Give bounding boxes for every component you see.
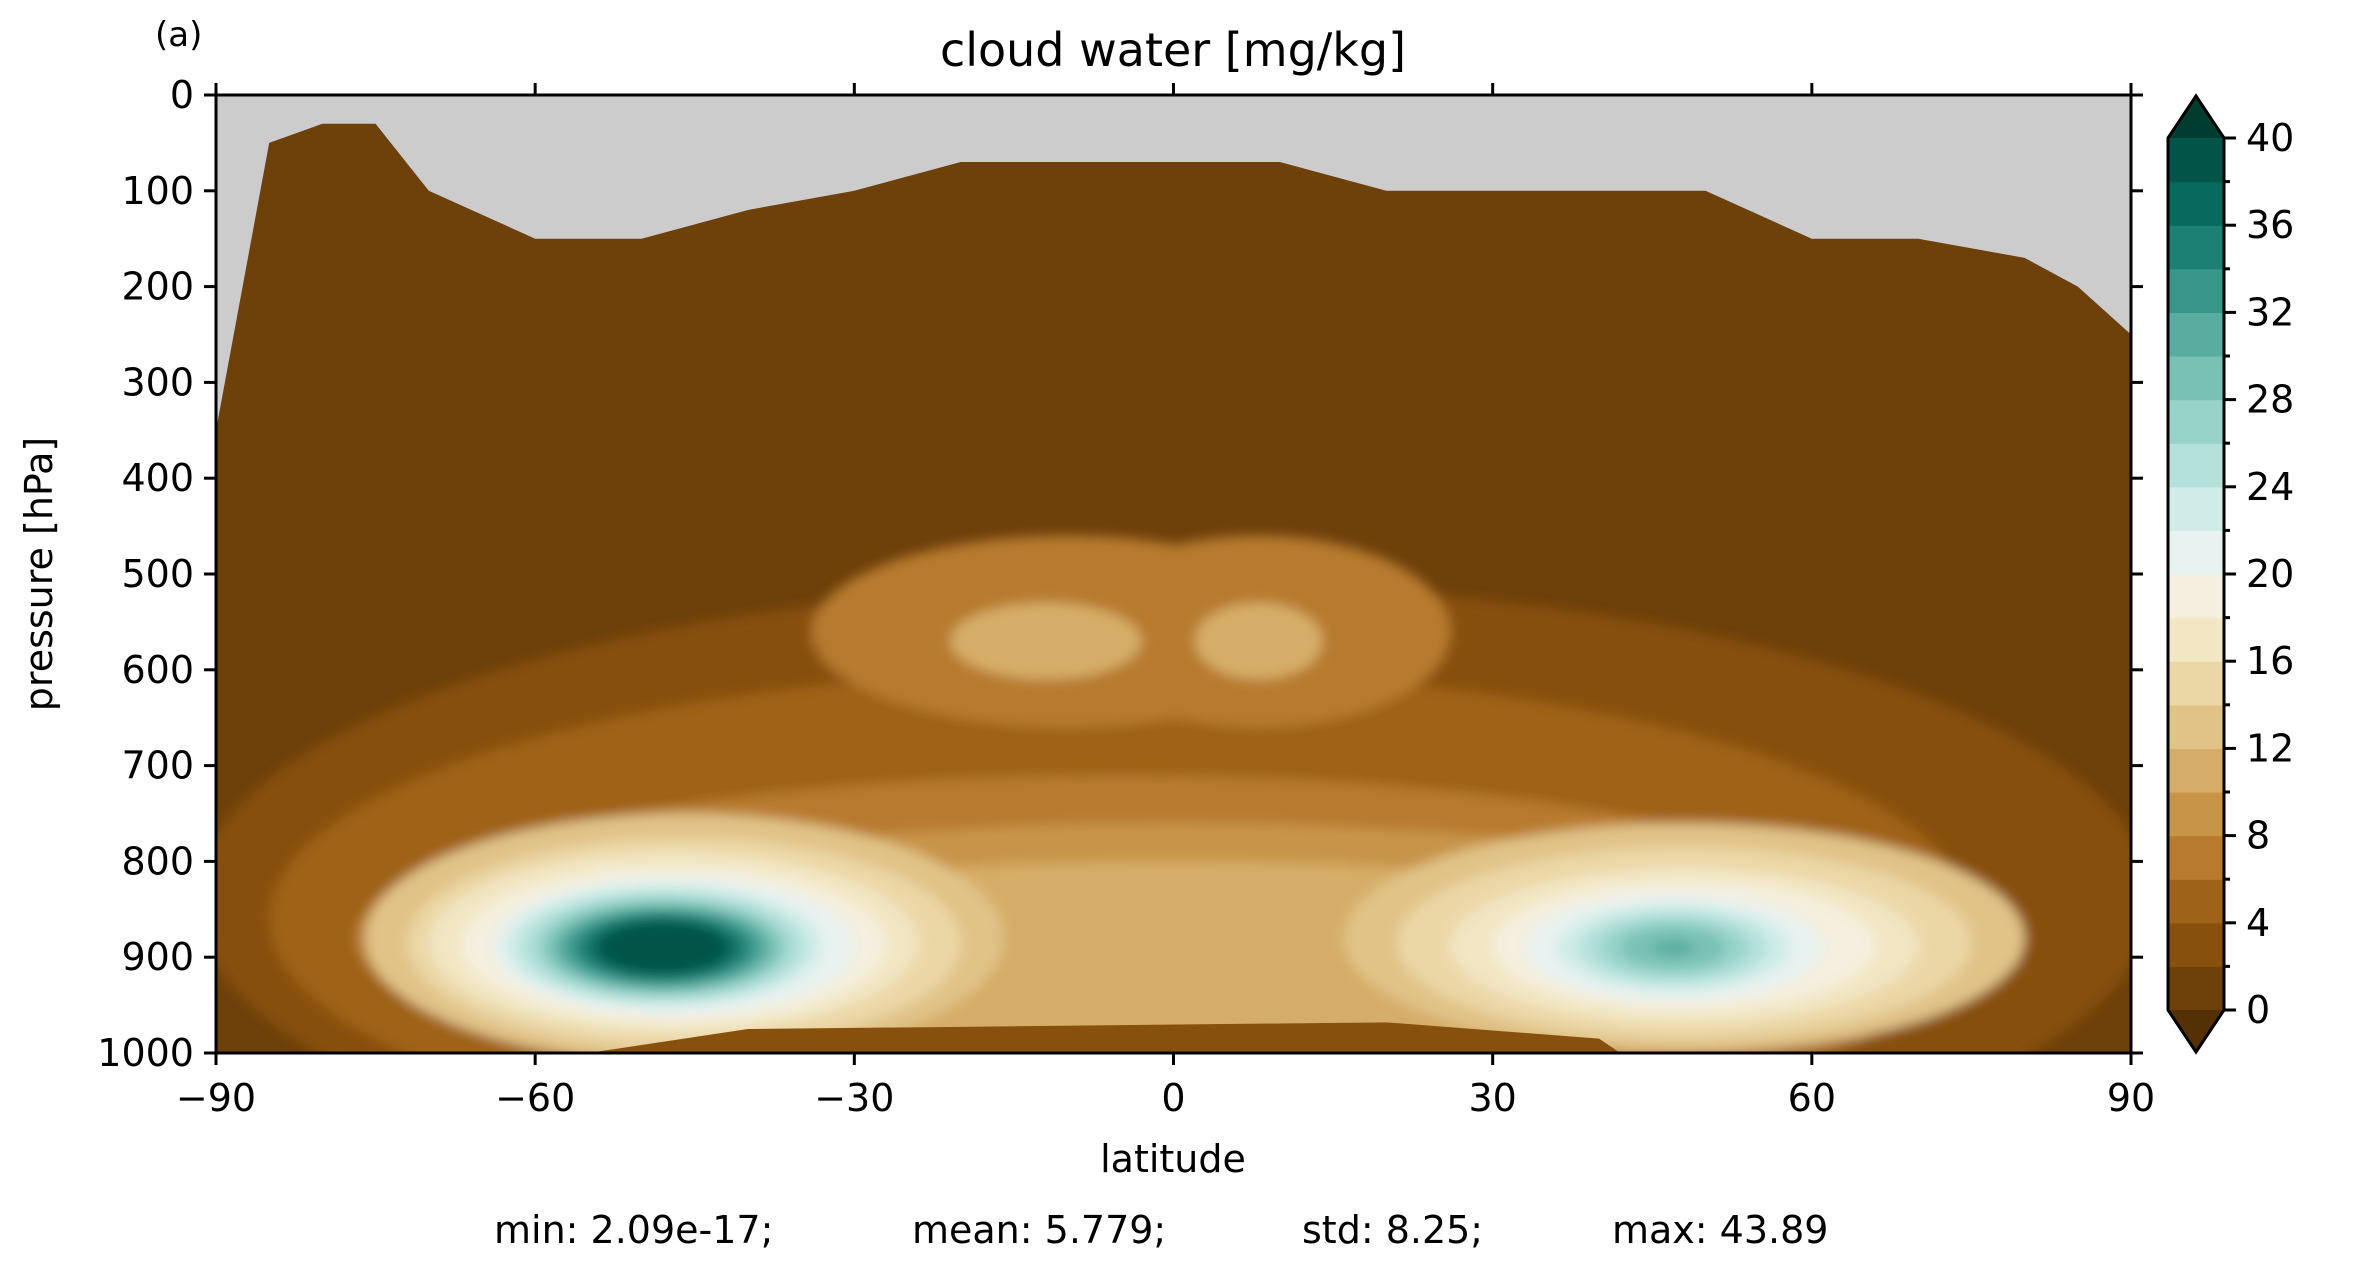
- colorbar-swatch: [2168, 966, 2224, 1011]
- colorbar-swatch: [2168, 225, 2224, 270]
- colorbar-swatch: [2168, 748, 2224, 793]
- y-tick-label: 300: [121, 360, 194, 404]
- stat-mean: mean: 5.779;: [912, 1208, 1166, 1252]
- y-tick-label: 600: [121, 648, 194, 692]
- colorbar-tick-label: 32: [2246, 290, 2294, 334]
- x-axis-label: latitude: [1100, 1137, 1246, 1181]
- colorbar-tick-label: 40: [2246, 116, 2294, 160]
- stat-std: std: 8.25;: [1302, 1208, 1483, 1252]
- stat-min: min: 2.09e-17;: [494, 1208, 773, 1252]
- chart-title: cloud water [mg/kg]: [940, 23, 1406, 77]
- colorbar-tick-label: 28: [2246, 378, 2294, 422]
- colorbar-swatch: [2168, 181, 2224, 226]
- colorbar-under-triangle: [2168, 1010, 2224, 1052]
- colorbar-tick-label: 4: [2246, 901, 2270, 945]
- x-tick-label: 60: [1788, 1076, 1836, 1120]
- contour-blobs: [216, 535, 2131, 1053]
- y-tick-label: 0: [170, 73, 194, 117]
- colorbar-swatch: [2168, 356, 2224, 401]
- colorbar-swatch: [2168, 443, 2224, 488]
- colorbar-tick-label: 20: [2246, 552, 2294, 596]
- colorbar-tick-label: 8: [2246, 814, 2270, 858]
- stats-line: min: 2.09e-17; mean: 5.779; std: 8.25; m…: [494, 1208, 1828, 1252]
- y-axis-label: pressure [hPa]: [17, 437, 61, 711]
- colorbar-swatch: [2168, 661, 2224, 706]
- x-tick-label: 0: [1161, 1076, 1185, 1120]
- colorbar-over-triangle: [2168, 96, 2224, 138]
- x-tick-label: −90: [176, 1076, 256, 1120]
- x-tick-label: −30: [814, 1076, 894, 1120]
- y-tick-label: 700: [121, 744, 194, 788]
- colorbar-swatch: [2168, 879, 2224, 924]
- colorbar-swatch: [2168, 574, 2224, 619]
- y-tick-label: 500: [121, 552, 194, 596]
- colorbar-swatch: [2168, 486, 2224, 531]
- y-tick-label: 200: [121, 265, 194, 309]
- colorbar-swatch: [2168, 835, 2224, 880]
- y-tick-label: 800: [121, 839, 194, 883]
- stat-max: max: 43.89: [1612, 1208, 1828, 1252]
- colorbar-swatch: [2168, 399, 2224, 444]
- colorbar-swatch: [2168, 922, 2224, 967]
- colorbar-tick-label: 24: [2246, 465, 2294, 509]
- x-tick-label: 30: [1468, 1076, 1516, 1120]
- colorbar-swatch: [2168, 312, 2224, 357]
- x-axis: −90 −60 −30 0 30 60 90: [176, 83, 2155, 1120]
- x-tick-label: −60: [495, 1076, 575, 1120]
- contour-band: [950, 602, 1142, 680]
- colorbar-swatch: [2168, 704, 2224, 749]
- colorbar-tick-label: 36: [2246, 203, 2294, 247]
- y-tick-label: 1000: [97, 1031, 194, 1075]
- y-tick-label: 900: [121, 935, 194, 979]
- colorbar-swatch: [2168, 530, 2224, 575]
- colorbar-tick-label: 16: [2246, 639, 2294, 683]
- surface-fill: [588, 1022, 1621, 1053]
- contour-band: [609, 926, 717, 969]
- x-tick-label: 90: [2107, 1076, 2155, 1120]
- colorbar-swatch: [2168, 138, 2224, 183]
- colorbar-swatch: [2168, 268, 2224, 313]
- contour-band: [1652, 939, 1695, 956]
- plot-area: [214, 93, 2133, 1055]
- y-tick-label: 400: [121, 456, 194, 500]
- colorbar-swatch: [2168, 617, 2224, 662]
- colorbar: 0 4 8 12 16 20 24 28 32 36 40: [2166, 93, 2294, 1055]
- y-axis: 0 100 200 300 400 500 600 700 800 900 1000: [97, 73, 2143, 1075]
- colorbar-tick-label: 0: [2246, 988, 2270, 1032]
- panel-label: (a): [155, 15, 202, 55]
- colorbar-swatch: [2168, 792, 2224, 837]
- contour-band: [1194, 602, 1323, 680]
- colorbar-tick-label: 12: [2246, 726, 2294, 770]
- y-tick-label: 100: [121, 169, 194, 213]
